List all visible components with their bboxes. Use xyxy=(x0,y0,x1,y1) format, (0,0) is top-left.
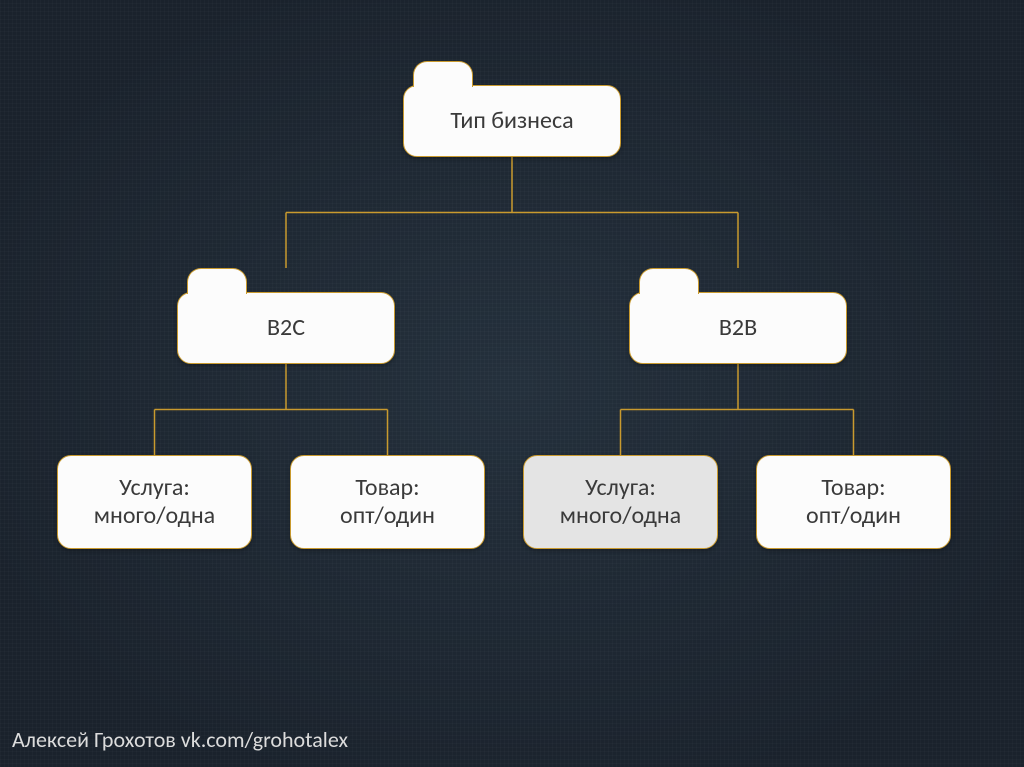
diagram-stage: Тип бизнеса B2C B2B Услуга: много/одна Товар… xyxy=(0,0,1024,767)
node-b2b: B2B xyxy=(629,292,847,364)
footer-credit: Алексей Грохотов vk.com/grohotalex xyxy=(12,726,348,753)
node-b2b_t: Товар: опт/один xyxy=(756,455,951,549)
node-b2b_s: Услуга: много/одна xyxy=(523,455,718,549)
node-b2c_s: Услуга: много/одна xyxy=(57,455,252,549)
node-tab-b2b xyxy=(639,268,699,294)
node-tab-root xyxy=(413,61,473,87)
node-b2c: B2C xyxy=(177,292,395,364)
node-b2c_t: Товар: опт/один xyxy=(290,455,485,549)
node-tab-b2c xyxy=(187,268,247,294)
node-root: Тип бизнеса xyxy=(403,85,621,157)
